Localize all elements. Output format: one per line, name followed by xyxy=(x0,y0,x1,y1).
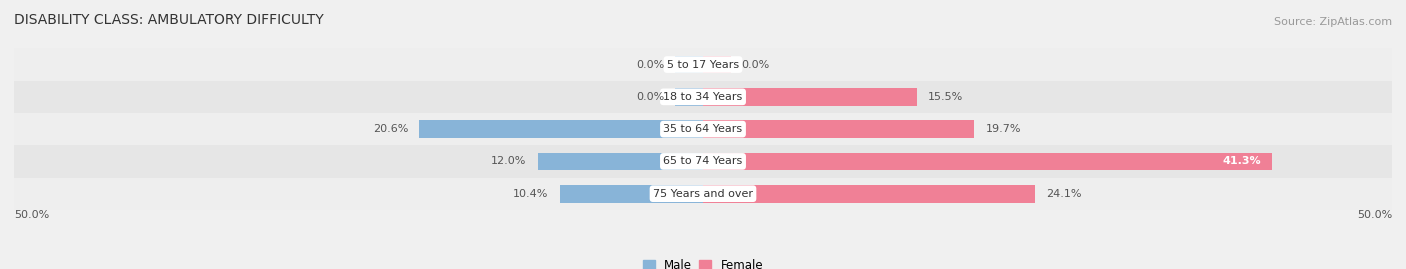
Text: 18 to 34 Years: 18 to 34 Years xyxy=(664,92,742,102)
Text: 10.4%: 10.4% xyxy=(513,189,548,199)
Text: 50.0%: 50.0% xyxy=(14,210,49,220)
Text: 0.0%: 0.0% xyxy=(741,59,770,70)
Legend: Male, Female: Male, Female xyxy=(638,254,768,269)
Bar xyxy=(14,48,1392,81)
Text: 0.0%: 0.0% xyxy=(636,59,665,70)
Bar xyxy=(537,153,703,170)
Text: 50.0%: 50.0% xyxy=(1357,210,1392,220)
Bar xyxy=(14,178,1392,210)
Bar xyxy=(560,185,703,203)
Text: 5 to 17 Years: 5 to 17 Years xyxy=(666,59,740,70)
Bar xyxy=(675,88,703,106)
Text: 24.1%: 24.1% xyxy=(1046,189,1081,199)
Text: 15.5%: 15.5% xyxy=(928,92,963,102)
Text: 41.3%: 41.3% xyxy=(1222,156,1261,167)
Text: DISABILITY CLASS: AMBULATORY DIFFICULTY: DISABILITY CLASS: AMBULATORY DIFFICULTY xyxy=(14,13,323,27)
Text: Source: ZipAtlas.com: Source: ZipAtlas.com xyxy=(1274,17,1392,27)
Text: 65 to 74 Years: 65 to 74 Years xyxy=(664,156,742,167)
Text: 19.7%: 19.7% xyxy=(986,124,1021,134)
Bar xyxy=(703,120,974,138)
Bar xyxy=(14,145,1392,178)
Text: 12.0%: 12.0% xyxy=(491,156,527,167)
Bar xyxy=(14,81,1392,113)
Text: 20.6%: 20.6% xyxy=(373,124,408,134)
Bar xyxy=(675,56,703,73)
Bar xyxy=(703,56,731,73)
Bar xyxy=(14,113,1392,145)
Bar xyxy=(703,88,917,106)
Text: 0.0%: 0.0% xyxy=(636,92,665,102)
Bar xyxy=(703,153,1272,170)
Text: 35 to 64 Years: 35 to 64 Years xyxy=(664,124,742,134)
Text: 75 Years and over: 75 Years and over xyxy=(652,189,754,199)
Bar xyxy=(703,185,1035,203)
Bar xyxy=(419,120,703,138)
